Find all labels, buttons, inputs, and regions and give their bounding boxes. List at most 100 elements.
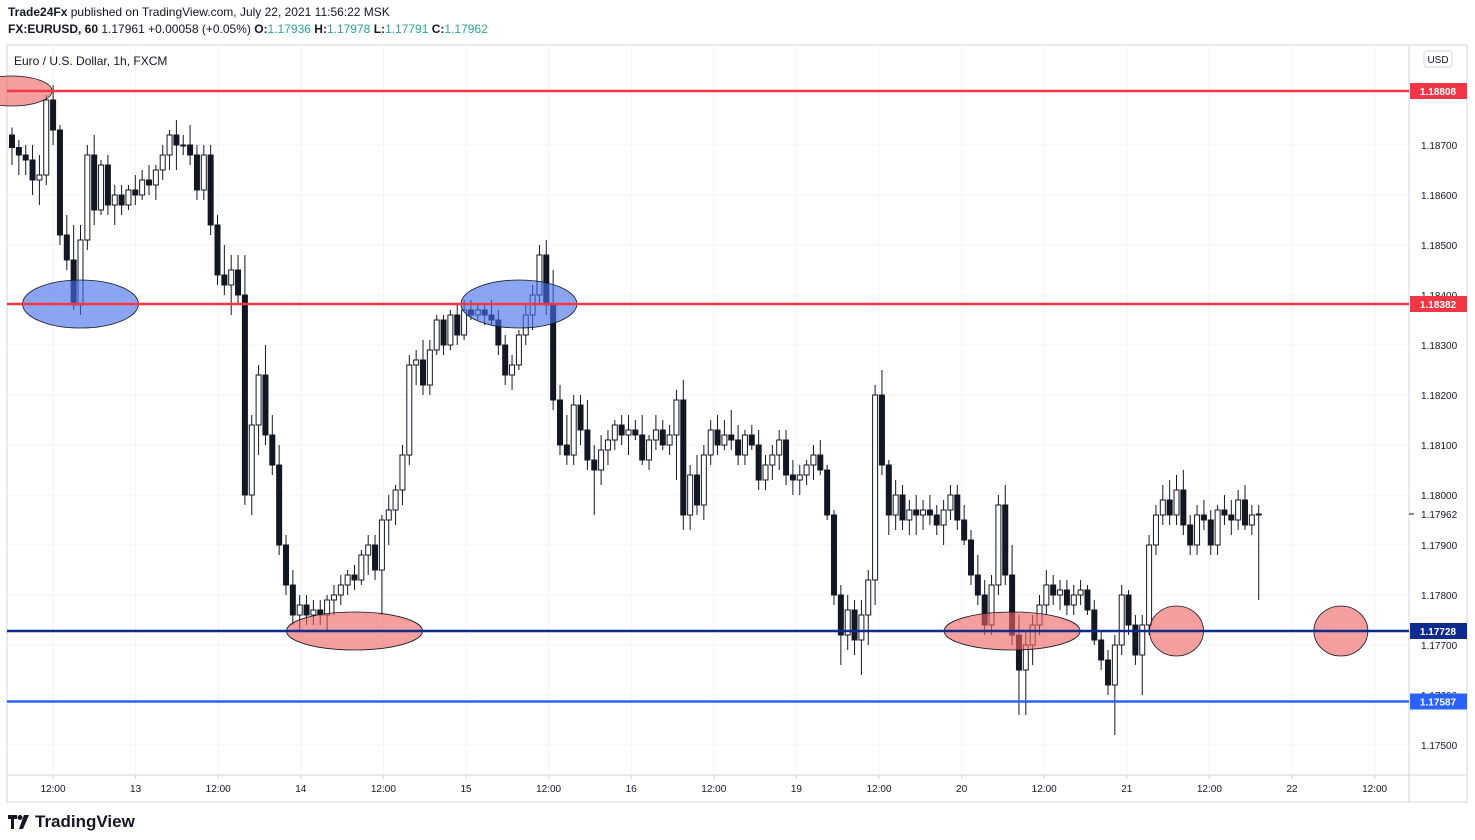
candle-body	[214, 224, 221, 276]
candle-body	[98, 164, 105, 211]
y-tick-label: 1.18700	[1421, 141, 1458, 152]
y-tick-label: 1.17500	[1421, 741, 1458, 752]
candle-body	[1200, 514, 1207, 521]
x-tick-label: 21	[1121, 784, 1133, 795]
candle-body	[193, 154, 200, 191]
candle-body	[591, 459, 598, 471]
y-tick-label: 1.18000	[1421, 491, 1458, 502]
x-tick-label: 12:00	[206, 784, 231, 795]
candle-body	[748, 434, 755, 446]
x-tick-label: 12:00	[40, 784, 65, 795]
candle-body	[858, 614, 865, 641]
candle-body	[783, 439, 790, 476]
candle-body	[995, 504, 1002, 586]
low-value: 1.17791	[385, 22, 429, 36]
y-tick-label: 1.17800	[1421, 591, 1458, 602]
ohlc-legend: FX:EURUSD, 60 1.17961 +0.00058 (+0.05%) …	[8, 22, 488, 36]
candle-body	[187, 144, 194, 156]
level-price-tag	[1410, 83, 1467, 99]
candle-body	[961, 519, 968, 541]
tradingview-logo[interactable]: TradingView	[8, 812, 135, 832]
y-tick-label: 1.17900	[1421, 541, 1458, 552]
low-label: L:	[373, 22, 386, 36]
level-price-tag	[1410, 693, 1467, 710]
candle-body	[933, 514, 940, 526]
candle-body	[1084, 589, 1091, 611]
candle-body	[509, 364, 516, 376]
candle-body	[159, 154, 166, 171]
candle-body	[296, 604, 303, 616]
x-tick-label: 12:00	[1197, 784, 1222, 795]
candle-body	[1091, 609, 1098, 641]
candle-body	[947, 494, 954, 511]
candle-body	[646, 439, 653, 461]
candle-body	[426, 349, 433, 386]
candle-body	[625, 429, 632, 436]
y-tick-label: 1.18600	[1421, 191, 1458, 202]
candle-body	[454, 314, 461, 336]
candle-body	[1207, 519, 1214, 546]
x-tick-label: 14	[295, 784, 307, 795]
y-tick-label: 1.18300	[1421, 341, 1458, 352]
candle-body	[796, 474, 803, 481]
candle-body	[1105, 659, 1111, 686]
candle-body	[714, 429, 721, 446]
candle-body	[392, 489, 399, 511]
candle-body	[1255, 513, 1262, 516]
candle-body	[700, 454, 707, 506]
level-price-label: 1.17587	[1420, 698, 1457, 709]
candle-body	[344, 574, 351, 586]
candle-body	[1173, 489, 1180, 516]
candle-body	[420, 359, 426, 386]
y-tick-label: 1.17700	[1421, 641, 1458, 652]
candle-body	[913, 509, 920, 516]
x-tick-label: 12:00	[866, 784, 891, 795]
x-tick-label: 22	[1286, 784, 1298, 795]
level-price-label: 1.17728	[1420, 627, 1457, 638]
candle-body	[878, 394, 885, 466]
candle-body	[385, 509, 392, 521]
candle-body	[22, 154, 29, 161]
x-tick-label: 12:00	[1362, 784, 1387, 795]
candle-body	[920, 509, 927, 516]
candle-body	[721, 434, 728, 446]
candle-body	[659, 429, 666, 446]
candle-body	[824, 469, 831, 516]
candle-body	[1077, 589, 1084, 596]
currency-badge	[1423, 50, 1453, 68]
candle-body	[1194, 514, 1201, 546]
candle-body	[283, 544, 289, 586]
candle-body	[502, 344, 509, 376]
candle-body	[940, 509, 947, 526]
candle-body	[36, 174, 43, 181]
publisher-name: Trade24Fx	[8, 5, 68, 19]
candle-body	[241, 294, 248, 496]
candle-body	[632, 429, 639, 436]
last-price: 1.17961	[101, 22, 145, 36]
candle-body	[262, 374, 269, 436]
candle-body	[694, 474, 700, 506]
publish-info: Trade24Fx published on TradingView.com, …	[8, 5, 390, 19]
candle-body	[598, 449, 605, 471]
x-tick-label: 16	[626, 784, 638, 795]
candle-body	[324, 599, 331, 616]
current-price-label: 1.17962	[1421, 510, 1458, 521]
candle-body	[515, 334, 522, 366]
candle-body	[577, 404, 584, 431]
candle-body	[1098, 639, 1105, 661]
candle-body	[9, 134, 15, 148]
candle-body	[269, 434, 276, 466]
candle-body	[276, 464, 283, 546]
x-tick-label: 13	[130, 784, 142, 795]
candle-body	[1159, 499, 1166, 516]
candle-body	[1132, 624, 1139, 656]
candle-body	[872, 394, 879, 581]
y-tick-label: 1.18100	[1421, 441, 1458, 452]
candle-body	[303, 604, 310, 616]
candle-body	[1242, 499, 1248, 526]
candle-body	[1063, 589, 1070, 606]
candle-body	[741, 434, 748, 456]
chart-title: Euro / U.S. Dollar, 1h, FXCM	[14, 54, 167, 68]
x-tick-label: 12:00	[536, 784, 561, 795]
